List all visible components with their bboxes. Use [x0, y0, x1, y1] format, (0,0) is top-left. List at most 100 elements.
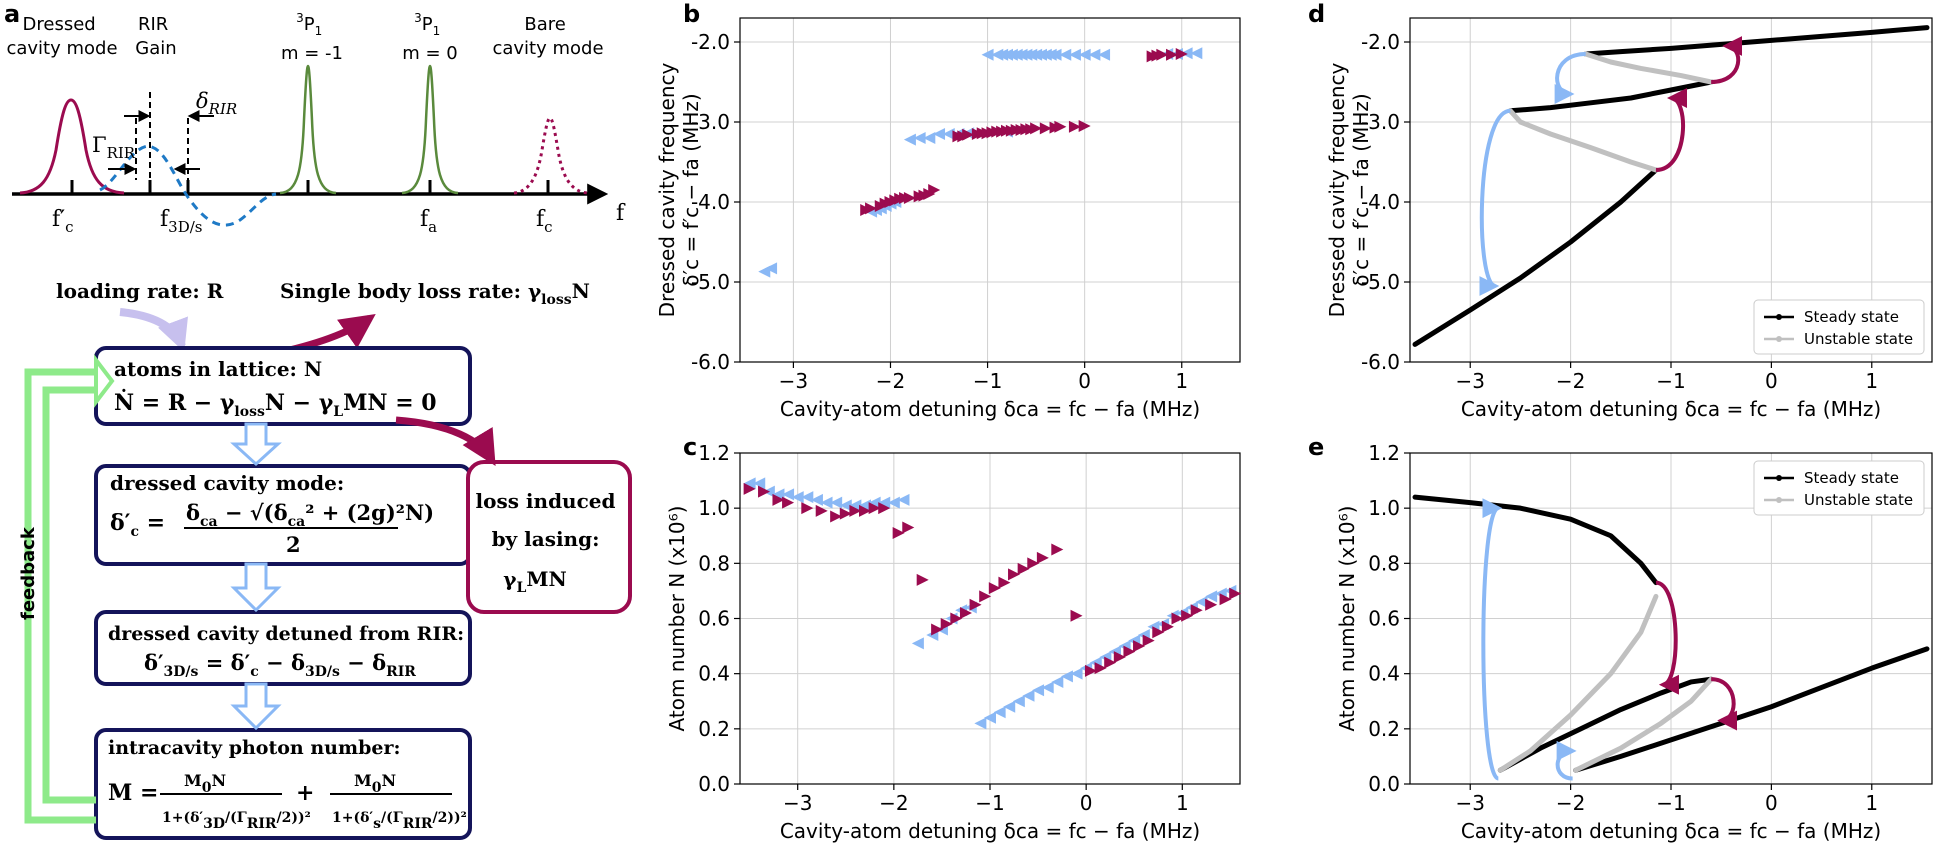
scatter-point — [1161, 620, 1174, 633]
label-3p1-m-1-a: 3P1 — [296, 11, 322, 38]
scatter-point — [1054, 120, 1067, 133]
x-axis-label: Cavity-atom detuning δca = fc − fa (MHz) — [780, 819, 1200, 843]
loading-arrow — [119, 308, 188, 352]
x-tick-label: 1 — [1175, 369, 1188, 393]
text-run: N − γ — [265, 390, 334, 416]
scatter-point — [1104, 656, 1117, 669]
scatter-point — [1133, 640, 1146, 653]
box-photon — [94, 728, 472, 840]
transition-arrow — [1481, 498, 1503, 781]
scatter-point — [830, 496, 843, 509]
scatter-point — [1078, 48, 1091, 61]
label-3p1-m0: 3P1 m = 0 — [402, 11, 458, 64]
scatter-point — [1113, 651, 1126, 664]
text-run: γ — [503, 567, 517, 591]
scatter-point — [988, 582, 1001, 595]
text-run: Single body loss rate: γ — [280, 279, 542, 303]
down-arrow-3 — [230, 682, 282, 731]
feedback-arrow-head — [94, 354, 115, 408]
text-run: ca — [288, 514, 306, 530]
subscript: 1 — [433, 24, 441, 38]
f-label: f — [616, 201, 626, 226]
panel-letter-a: a — [4, 0, 20, 28]
loss-lasing-text: loss induced by lasing: γLMN — [476, 489, 623, 596]
y-tick-label: 1.2 — [1368, 441, 1400, 465]
dressed-cavity-peak — [19, 98, 125, 195]
panel-d: −3 −2 −1 0 1 -6.0 -5.0 -4.0 -3.0 -2.0 Cavity-atom … — [1325, 17, 1933, 421]
y-axis-label: Atom number N (x10⁶) — [665, 506, 689, 732]
text-run: ² + (2g)²N) — [305, 500, 434, 525]
scatter-point — [1022, 689, 1035, 702]
scatter-point — [1142, 634, 1155, 647]
panel-letter-d: d — [1308, 0, 1325, 28]
box2-equation: δ′c = δca − √(δca² + (2g)²N)2 — [110, 500, 434, 557]
y-tick-label: -5.0 — [1361, 270, 1400, 294]
panel-b: −3 −2 −1 0 1 -6.0 -5.0 -4.0 -3.0 -2.0 Cavity-atom … — [655, 17, 1241, 421]
box2-title: dressed cavity mode: — [110, 471, 344, 495]
scatter-point — [940, 618, 953, 631]
box3-title: dressed cavity detuned from RIR: — [108, 623, 464, 645]
box1-equation: Ṅ = R − γlossN − γLMN = 0 — [114, 388, 437, 420]
y-axis-label: Dressed cavity frequency — [1325, 63, 1349, 318]
text-run: 1+(δ′ — [332, 810, 373, 826]
legend-label: Unstable state — [1804, 330, 1913, 348]
scatter-point — [1036, 551, 1049, 564]
transition-arrow — [1655, 580, 1680, 695]
scatter-point — [1088, 48, 1101, 61]
text-run: 3D/s — [164, 664, 199, 680]
y-tick-label: 0.6 — [698, 607, 730, 631]
panel-c: −3 −2 −1 0 1 0.0 0.2 0.4 0.6 0.8 1.0 1.2 Cavity-atom… — [665, 441, 1242, 843]
scatter-point — [1012, 695, 1025, 708]
y-tick-label: 0.2 — [698, 717, 730, 741]
transition-arrow — [1479, 108, 1511, 296]
x-tick-label: −1 — [1656, 369, 1685, 393]
x-tick-label: −2 — [879, 791, 908, 815]
panel-letter-b: b — [683, 0, 700, 28]
y-tick-label: 0.8 — [1368, 551, 1400, 575]
label-dressed-cavity: Dressed cavity mode — [6, 14, 117, 59]
scatter-point — [897, 493, 910, 506]
scatter-point — [1039, 122, 1052, 135]
x-tick-label: −3 — [783, 791, 812, 815]
box-detuned — [94, 610, 472, 686]
y-tick-label: 0.4 — [1368, 662, 1400, 686]
scatter-point — [1068, 48, 1081, 61]
scatter-point — [933, 128, 946, 140]
legend-label: Steady state — [1804, 469, 1899, 487]
text-run: N — [381, 771, 396, 790]
label-rir-gain-1: RIR — [138, 14, 168, 35]
scatter-point — [1070, 667, 1083, 680]
plot-frame — [739, 452, 1241, 785]
scatter-point — [1084, 664, 1097, 677]
text-run: RIR — [403, 816, 433, 832]
eq4-term2-num: M0N — [354, 771, 396, 796]
y-tick-label: -6.0 — [1361, 350, 1400, 374]
scatter-point — [984, 711, 996, 724]
transition-arrow — [1555, 740, 1577, 781]
scatter-point — [979, 590, 992, 603]
text-run: 0 — [372, 780, 382, 796]
y-tick-label: -3.0 — [691, 110, 730, 134]
legend-marker — [1776, 314, 1782, 320]
superscript: 3 — [296, 11, 304, 25]
down-arrow-1 — [230, 422, 282, 467]
fa-label: fa — [420, 207, 437, 236]
scatter-point — [865, 202, 878, 215]
eq4-term2-den: 1+(δ′s/(ΓRIR/2))² — [332, 810, 467, 832]
text-run: s — [373, 816, 381, 832]
subscript: 3D/s — [168, 218, 202, 236]
label-bare-cavity-2: cavity mode — [492, 38, 603, 59]
scatter-point — [1078, 120, 1091, 132]
scatter-point — [913, 132, 926, 144]
fc-prime-label: f′c — [52, 207, 74, 236]
scatter-point — [753, 477, 766, 490]
x-tick-label: 1 — [1865, 791, 1878, 815]
text-run: RIR — [386, 664, 416, 680]
scatter-point — [1030, 122, 1043, 135]
x-tick-label: 1 — [1176, 791, 1189, 815]
scatter-point — [1219, 593, 1232, 606]
text-run: c — [250, 664, 259, 680]
label-3p1-m0-b: m = 0 — [402, 43, 458, 64]
y-tick-label: 1.0 — [1368, 496, 1400, 520]
scatter-point — [1195, 595, 1208, 608]
